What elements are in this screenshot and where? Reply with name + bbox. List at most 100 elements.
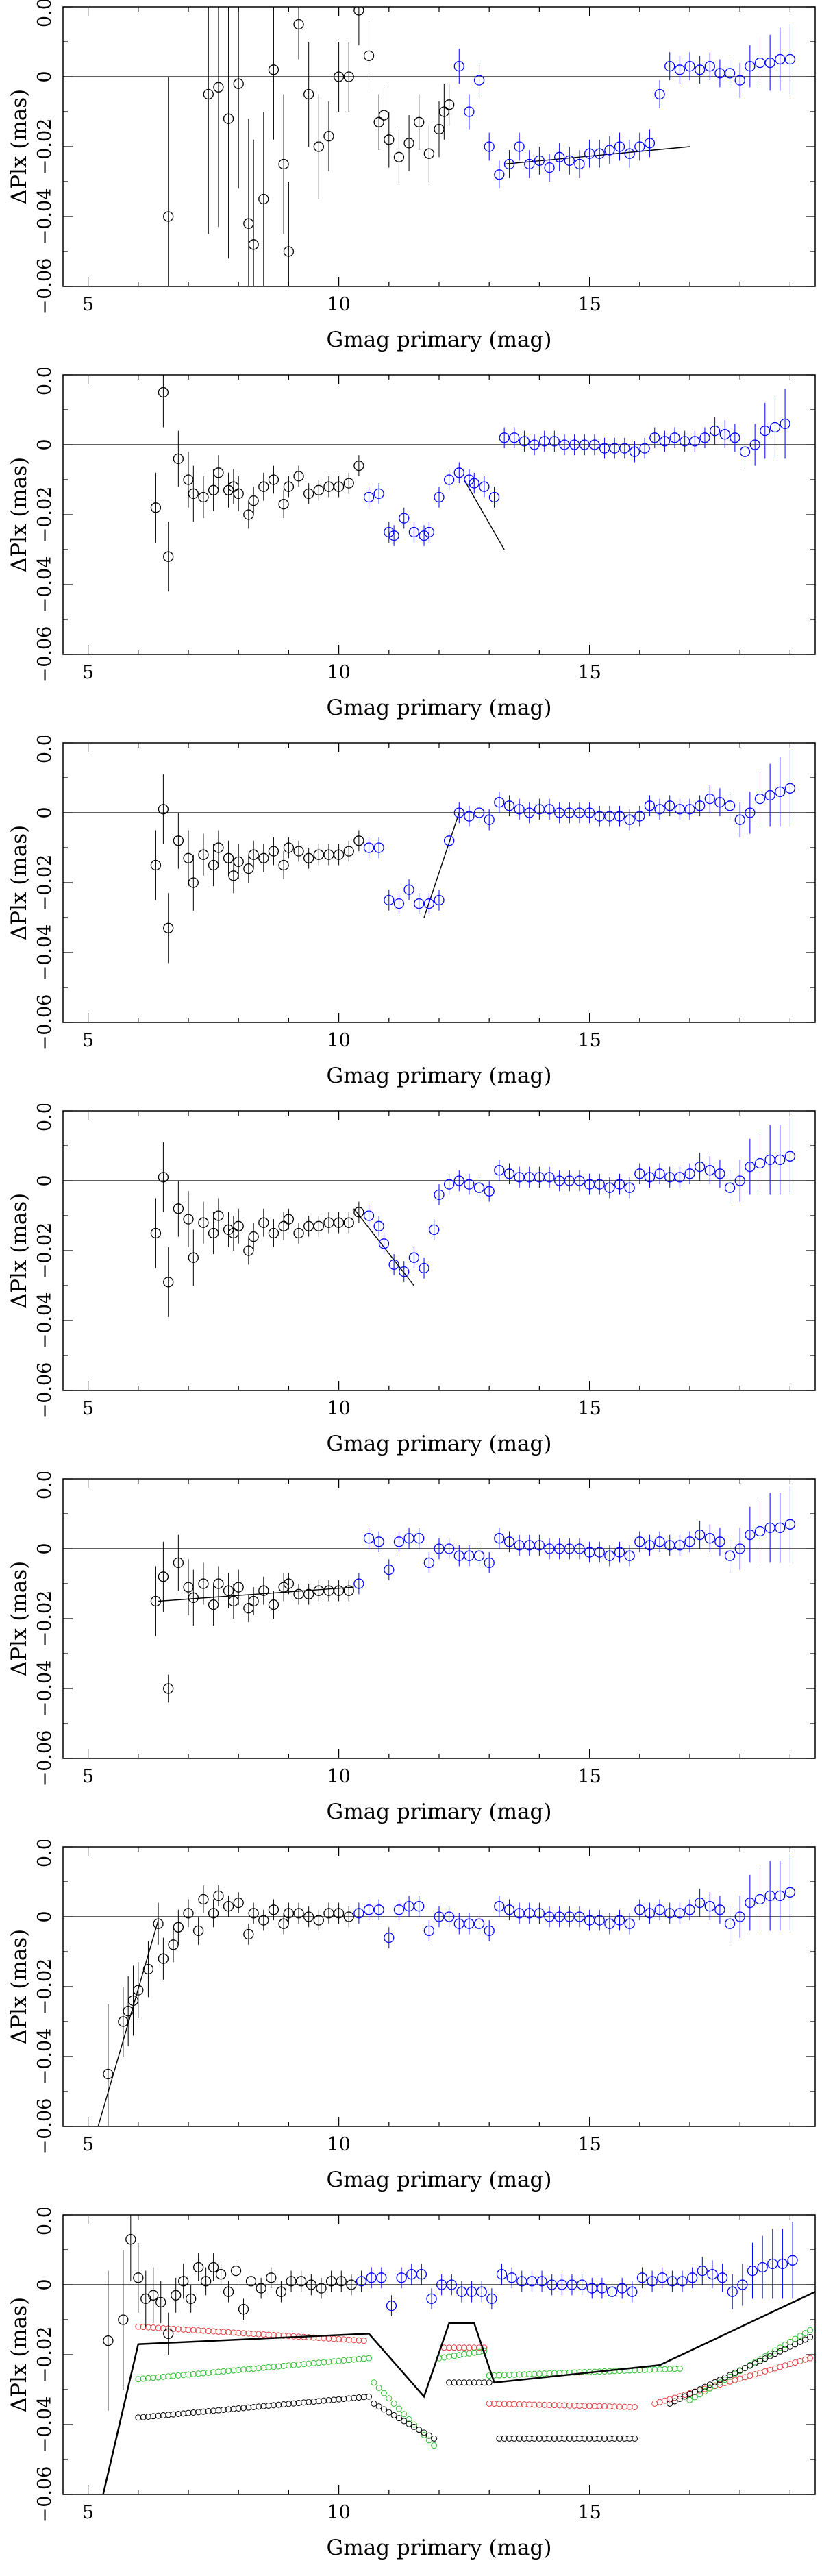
model-marker (230, 2367, 237, 2374)
model-marker (767, 2366, 773, 2373)
model-marker (792, 2335, 799, 2342)
model-marker (431, 2442, 438, 2449)
data-point (213, 1578, 224, 1589)
data-point (614, 811, 625, 822)
model-marker (631, 2404, 638, 2410)
data-point (363, 1533, 375, 1544)
y-tick-label: −0.02 (34, 119, 55, 175)
plot-frame (62, 1846, 816, 2127)
model-marker (170, 2325, 177, 2332)
data-point (373, 1220, 384, 1231)
data-point (378, 1238, 390, 1249)
data-point (488, 491, 500, 503)
model-marker (135, 2376, 142, 2383)
y-tick-label: 0.02 (34, 0, 55, 27)
model-marker (180, 2326, 187, 2333)
model-marker (410, 2423, 417, 2430)
model-marker (601, 2435, 608, 2442)
model-marker (511, 2401, 518, 2407)
data-point (775, 786, 786, 798)
model-marker (275, 2401, 282, 2408)
data-point (343, 1217, 354, 1228)
data-point (649, 432, 660, 443)
model-marker (360, 2338, 367, 2344)
data-point (484, 1557, 495, 1569)
model-marker (200, 2370, 207, 2377)
model-marker (275, 2363, 282, 2370)
model-marker (135, 2414, 142, 2421)
model-marker (351, 2356, 358, 2363)
data-point (503, 1168, 515, 1179)
model-marker (742, 2374, 749, 2381)
data-point (576, 2279, 588, 2290)
y-tick-label: −0.04 (34, 188, 55, 245)
model-marker (330, 2358, 337, 2365)
data-point (734, 1175, 745, 1186)
data-point (694, 1897, 706, 1909)
data-point (644, 800, 656, 811)
data-point (719, 429, 730, 440)
model-marker (671, 2398, 678, 2405)
data-point (484, 814, 495, 825)
model-marker (546, 2402, 553, 2409)
x-tick-label: 15 (577, 1766, 601, 1787)
model-marker (255, 2403, 262, 2410)
data-point (163, 2328, 174, 2340)
model-marker (767, 2353, 773, 2359)
model-marker (661, 2397, 668, 2404)
data-point (268, 64, 279, 75)
x-tick-label: 5 (82, 2502, 94, 2523)
model-marker (727, 2373, 734, 2380)
data-point (393, 1904, 405, 1915)
data-point (674, 1540, 686, 1551)
y-tick-label: 0 (34, 1175, 55, 1186)
data-point (684, 1536, 695, 1547)
data-point (534, 155, 545, 167)
model-marker (546, 2370, 553, 2377)
y-axis-label: ΔPlx (mas) (7, 457, 32, 572)
model-marker (797, 2333, 804, 2340)
x-tick-label: 15 (577, 1398, 601, 1419)
model-marker (456, 2379, 462, 2386)
model-marker (336, 2396, 342, 2403)
data-point (476, 2286, 487, 2297)
model-marker (330, 2396, 337, 2403)
model-marker (721, 2377, 728, 2383)
model-marker (576, 2369, 583, 2376)
data-point (258, 1217, 269, 1228)
x-axis-label: Gmag primary (mag) (327, 2536, 552, 2560)
model-marker (315, 2398, 322, 2405)
model-marker (631, 2435, 638, 2442)
plot-frame (62, 742, 816, 1023)
data-point (393, 1536, 405, 1547)
model-marker (330, 2335, 337, 2342)
model-marker (667, 2400, 673, 2407)
data-point (353, 1908, 364, 1919)
model-marker (325, 2358, 332, 2365)
data-point (634, 811, 645, 822)
model-marker (310, 2334, 317, 2341)
data-point (213, 842, 224, 853)
data-point (714, 1536, 725, 1547)
data-point (473, 1550, 485, 1561)
data-point (408, 1252, 420, 1263)
data-point (629, 446, 640, 457)
y-axis-label: ΔPlx (mas) (7, 2297, 32, 2412)
model-marker (285, 2333, 292, 2340)
data-point (188, 877, 199, 888)
data-point (659, 436, 671, 447)
data-point (403, 138, 414, 149)
data-point (233, 1582, 244, 1593)
model-marker (265, 2364, 272, 2370)
data-point (597, 2283, 608, 2294)
data-point (363, 491, 375, 503)
model-marker (801, 2336, 808, 2343)
data-point (486, 2293, 497, 2305)
model-marker (155, 2324, 162, 2331)
model-marker (265, 2403, 272, 2409)
model-marker (751, 2371, 758, 2378)
data-point (158, 1172, 169, 1183)
plot-area (97, 1854, 796, 2126)
data-point (258, 1915, 269, 1926)
